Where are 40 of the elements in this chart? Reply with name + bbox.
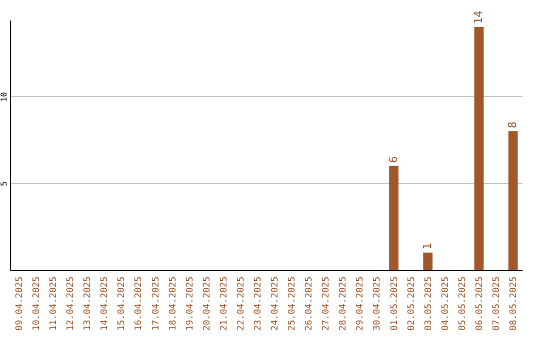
x-tick-label: 22.04.2025 [236,276,246,331]
x-tick-label: 20.04.2025 [202,276,212,331]
bar [423,252,433,270]
x-tick-label: 18.04.2025 [168,276,178,331]
bar [508,131,518,270]
x-tick-label: 05.05.2025 [458,276,468,331]
x-tick-label: 12.04.2025 [66,276,76,331]
x-tick-label: 07.05.2025 [492,276,502,331]
x-tick-label: 21.04.2025 [219,276,230,331]
x-tick-label: 06.05.2025 [474,276,485,331]
x-tick-label: 30.04.2025 [372,276,383,331]
x-tick-label: 11.04.2025 [49,276,60,331]
bar [474,26,484,270]
x-tick-label: 03.05.2025 [424,276,434,331]
x-tick-label: 29.04.2025 [356,276,366,331]
x-tick-label: 17.04.2025 [151,276,162,331]
x-tick-label: 10.04.2025 [32,276,42,331]
x-tick-label: 01.05.2025 [390,276,400,331]
data-label: 6 [386,156,400,163]
x-tick-label: 23.04.2025 [253,276,264,331]
x-tick-label: 19.04.2025 [185,276,196,331]
x-tick-label: 26.04.2025 [304,276,315,331]
bar [389,166,398,270]
x-tick-label: 13.04.2025 [83,276,94,331]
x-tick-label: 24.04.2025 [270,276,281,331]
x-tick-label: 28.04.2025 [338,276,349,331]
data-label: 14 [472,10,485,24]
data-label: 8 [506,121,520,128]
x-tick-label: 09.04.2025 [14,276,25,331]
x-tick-label: 08.05.2025 [509,276,520,331]
y-tick-label: 10 [0,92,8,102]
x-tick-label: 16.04.2025 [134,276,144,331]
x-tick-label: 25.04.2025 [288,276,298,331]
x-tick-label: 14.04.2025 [100,276,110,331]
x-tick-label: 02.05.2025 [406,276,417,331]
x-tick-label: 15.04.2025 [117,276,128,331]
data-label: 1 [420,243,434,250]
y-tick-label: 5 [0,181,8,186]
x-tick-label: 04.05.2025 [440,276,451,331]
x-tick-label: 27.04.2025 [322,276,332,331]
